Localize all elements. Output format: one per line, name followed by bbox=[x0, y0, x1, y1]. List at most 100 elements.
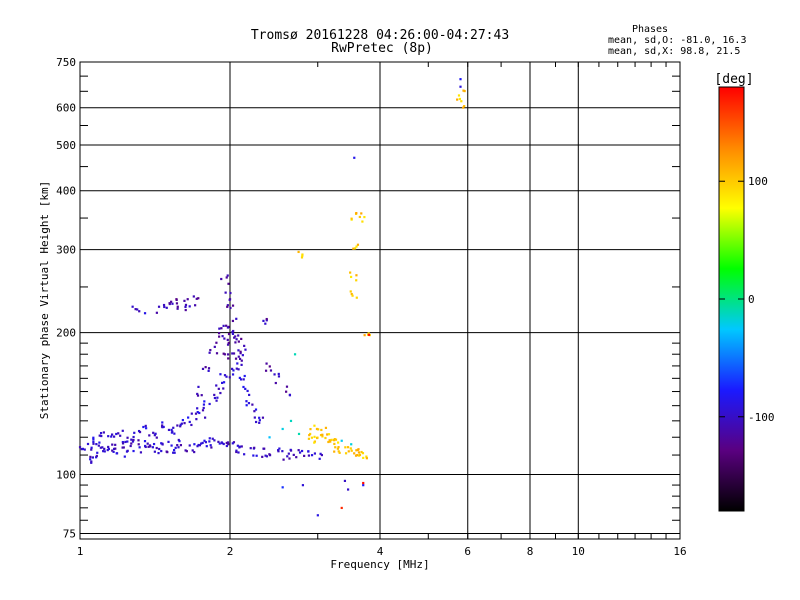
data-point bbox=[146, 442, 149, 445]
data-point bbox=[225, 324, 228, 327]
data-point bbox=[91, 456, 94, 459]
data-point bbox=[227, 341, 230, 344]
data-point bbox=[313, 424, 316, 427]
phases-heading: Phases bbox=[632, 24, 668, 35]
data-point bbox=[328, 439, 331, 442]
data-point bbox=[240, 363, 243, 366]
data-point bbox=[92, 436, 95, 439]
data-point bbox=[112, 450, 115, 453]
phases-x-mode: mean, sd,X: 98.8, 21.5 bbox=[608, 46, 740, 57]
data-point bbox=[200, 394, 203, 397]
data-point bbox=[463, 89, 466, 93]
data-point bbox=[253, 416, 256, 419]
data-point bbox=[343, 479, 347, 482]
data-point bbox=[198, 411, 201, 415]
data-point bbox=[234, 357, 238, 360]
data-point bbox=[268, 365, 271, 368]
data-point bbox=[281, 427, 284, 431]
data-point bbox=[346, 488, 350, 491]
data-point bbox=[96, 451, 99, 454]
data-point bbox=[222, 387, 225, 390]
data-point bbox=[188, 420, 191, 424]
data-point bbox=[313, 435, 316, 438]
data-point bbox=[139, 451, 143, 454]
data-point bbox=[78, 446, 82, 449]
data-point bbox=[190, 412, 193, 415]
data-point bbox=[347, 450, 350, 453]
data-point bbox=[356, 448, 359, 452]
data-point bbox=[233, 336, 236, 339]
data-point bbox=[115, 452, 118, 455]
data-point bbox=[111, 449, 114, 452]
data-point bbox=[160, 425, 164, 428]
data-point bbox=[227, 357, 230, 360]
data-point bbox=[355, 245, 358, 248]
data-point bbox=[188, 305, 191, 308]
data-point bbox=[99, 431, 103, 435]
data-point bbox=[202, 403, 206, 406]
data-point bbox=[307, 437, 311, 440]
data-point bbox=[243, 344, 246, 347]
data-point bbox=[184, 449, 187, 452]
data-point bbox=[340, 506, 343, 510]
data-point bbox=[99, 446, 102, 449]
data-point bbox=[107, 435, 110, 438]
data-point bbox=[176, 307, 179, 310]
data-point bbox=[134, 308, 137, 311]
data-point bbox=[252, 454, 255, 457]
data-point bbox=[238, 376, 241, 380]
data-point bbox=[336, 447, 340, 450]
data-point bbox=[242, 385, 245, 389]
data-point bbox=[355, 296, 358, 299]
data-point bbox=[219, 391, 222, 395]
data-point bbox=[231, 367, 234, 370]
data-point bbox=[162, 303, 166, 307]
data-point bbox=[349, 290, 352, 293]
data-point bbox=[220, 441, 223, 444]
x-tick-label: 1 bbox=[77, 545, 84, 558]
data-point bbox=[184, 308, 187, 312]
data-point bbox=[245, 400, 248, 403]
data-point bbox=[166, 451, 169, 454]
data-point bbox=[297, 432, 301, 436]
data-point bbox=[287, 452, 290, 455]
y-axis-label: Stationary phase Virtual Height [km] bbox=[38, 181, 51, 419]
data-point bbox=[225, 276, 228, 279]
x-axis-ticks: 1 2 4 6 8 10 16 bbox=[77, 62, 687, 558]
data-point bbox=[183, 299, 186, 302]
data-point bbox=[197, 297, 200, 300]
data-point bbox=[248, 393, 251, 397]
data-point bbox=[258, 419, 261, 422]
data-point bbox=[121, 440, 124, 444]
data-point bbox=[363, 334, 366, 337]
data-point bbox=[152, 431, 155, 434]
data-point bbox=[319, 452, 322, 455]
data-point bbox=[265, 362, 268, 365]
data-point bbox=[170, 300, 173, 303]
data-point bbox=[268, 453, 271, 456]
data-point bbox=[365, 457, 368, 460]
data-point bbox=[217, 440, 220, 443]
data-point bbox=[278, 447, 281, 450]
data-point bbox=[123, 455, 126, 458]
data-point bbox=[197, 385, 200, 388]
data-point bbox=[292, 453, 295, 456]
data-point bbox=[222, 324, 225, 327]
data-point bbox=[133, 431, 136, 434]
data-point bbox=[239, 352, 242, 355]
data-point bbox=[353, 156, 356, 159]
data-point bbox=[92, 440, 95, 443]
data-point bbox=[277, 375, 281, 378]
data-point bbox=[184, 303, 188, 307]
data-point bbox=[231, 304, 235, 307]
data-point bbox=[210, 446, 213, 449]
data-point bbox=[264, 454, 267, 457]
colorbar-tick-label: -100 bbox=[748, 411, 775, 424]
data-point bbox=[362, 484, 365, 487]
data-point bbox=[157, 451, 160, 455]
data-point bbox=[180, 422, 183, 425]
data-point bbox=[324, 426, 328, 429]
data-point bbox=[148, 434, 151, 437]
data-point bbox=[114, 443, 117, 446]
data-point bbox=[130, 442, 133, 445]
